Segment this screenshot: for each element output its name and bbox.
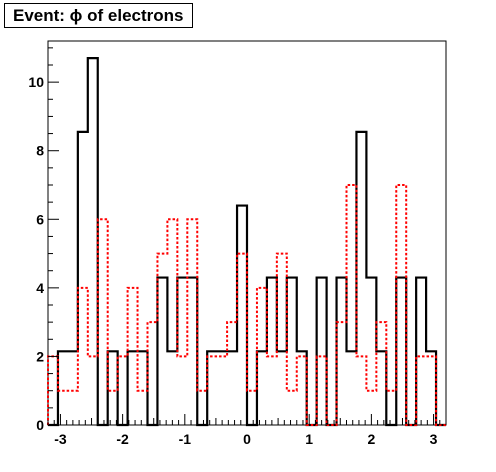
y-tick-label: 0 [36, 417, 44, 433]
histogram-series-dotted [47, 184, 446, 426]
y-tick-label: 8 [36, 143, 44, 159]
x-tick-label: 3 [430, 431, 438, 447]
x-tick-label: 1 [305, 431, 313, 447]
x-tick-label: -1 [179, 431, 192, 447]
y-tick-label: 10 [28, 74, 44, 90]
x-tick-label: 2 [367, 431, 375, 447]
histogram-series-layer [47, 57, 446, 427]
x-tick-label: -3 [54, 431, 67, 447]
y-tick-label: 4 [36, 280, 44, 296]
axis-layer: -3 -2 -1 0 1 2 3 0 2 4 6 8 10 [28, 47, 447, 447]
chart-title: Event: ϕ of electrons [4, 3, 193, 28]
x-tick-label: -2 [116, 431, 129, 447]
x-tick-label: 0 [243, 431, 251, 447]
y-tick-label: 6 [36, 211, 44, 227]
y-tick-label: 2 [36, 348, 44, 364]
